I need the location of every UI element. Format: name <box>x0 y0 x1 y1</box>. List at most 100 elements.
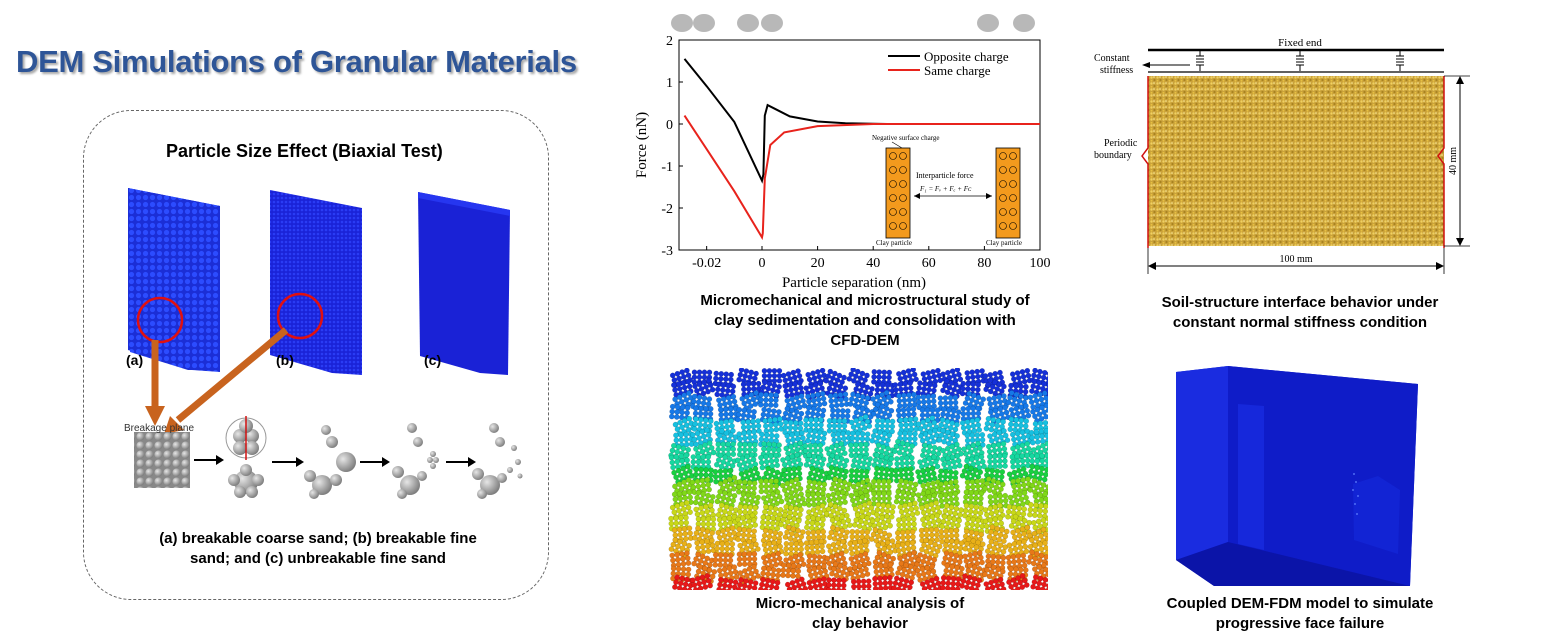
specimen-c <box>418 192 510 375</box>
clay-particle <box>919 442 943 462</box>
clay-particle <box>986 453 1008 470</box>
clay-particle <box>1027 463 1048 483</box>
clay-particle <box>919 575 944 590</box>
clay-particle <box>847 537 870 557</box>
clay-particle <box>987 492 1009 510</box>
clay-particle <box>780 562 802 580</box>
zoom-circle-b <box>276 292 324 340</box>
clay-particle <box>691 416 714 434</box>
clay-particle <box>692 377 716 399</box>
face-failure-caption-line2: progressive face failure <box>1215 615 1385 632</box>
clay-particle <box>893 488 916 507</box>
sand-specimen <box>1148 76 1444 246</box>
clay-particle <box>783 540 805 558</box>
x-tick-label: -0.02 <box>692 256 721 271</box>
breakage-plane-label: Breakage plane <box>124 423 195 434</box>
clay-particle <box>1030 574 1048 590</box>
clay-particle <box>983 377 1007 399</box>
clay-particle <box>712 552 734 569</box>
clay-particle <box>962 390 986 412</box>
clay-particle <box>1009 452 1031 470</box>
face-failure-caption-line1: Coupled DEM-FDM model to simulate <box>1166 595 1434 612</box>
interface-figure: Fixed end Constant stiffness Periodic bo… <box>1094 37 1470 274</box>
clay-particle <box>939 575 962 590</box>
periodic-label-1: Periodic <box>1104 138 1138 149</box>
clay-caption-line1: Micro-mechanical analysis of <box>755 595 965 612</box>
y-tick-label: 0 <box>666 118 673 133</box>
breakage-sequence <box>134 416 523 499</box>
clay-particle <box>715 441 737 458</box>
clay-particle <box>959 573 983 590</box>
clay-particle <box>782 380 805 399</box>
clay-particle <box>1006 573 1030 590</box>
clay-particle <box>962 489 985 507</box>
clay-particle <box>671 463 695 485</box>
clay-particle <box>984 538 1009 560</box>
specimen-a <box>128 188 220 372</box>
clay-particle <box>803 538 826 556</box>
clay-particle <box>784 393 808 414</box>
periodic-label-2: boundary <box>1094 150 1132 161</box>
clay-particle <box>1005 504 1028 522</box>
clay-particle <box>959 417 983 436</box>
clay-plate-right <box>995 147 1021 239</box>
particle-glyphs <box>671 14 1035 32</box>
clay-caption-line2: clay behavior <box>812 615 908 632</box>
clay-figure <box>668 368 1048 590</box>
y-tick-label: -3 <box>661 244 673 259</box>
y-tick-label: -1 <box>661 160 673 175</box>
clay-particle <box>986 393 1009 412</box>
x-tick-label: 100 <box>1030 256 1051 271</box>
clay-particle <box>689 476 712 496</box>
clay-particle <box>668 452 691 471</box>
interface-caption: Soil-structure interface behavior under … <box>1080 293 1520 333</box>
x-axis-label: Particle separation (nm) <box>782 275 926 290</box>
fixed-end-label: Fixed end <box>1278 37 1322 49</box>
force-caption-line1: Micromechanical and microstructural stud… <box>700 292 1030 309</box>
clay-particle <box>1007 416 1030 434</box>
constant-stiffness-label-2: stiffness <box>1100 65 1133 76</box>
height-label: 40 mm <box>1448 147 1459 175</box>
clay-particle <box>1032 560 1048 582</box>
biaxial-caption-line1: (a) breakable coarse sand; (b) breakable… <box>159 530 477 547</box>
clay-particle <box>1008 403 1032 423</box>
clay-particle <box>962 549 985 569</box>
clay-particle <box>736 368 759 387</box>
clay-particle <box>986 524 1010 544</box>
clay-particle <box>915 380 938 399</box>
clay-particle <box>895 560 919 581</box>
clay-particle <box>1028 427 1048 446</box>
clay-particle <box>826 465 849 485</box>
biaxial-figure <box>128 188 523 499</box>
clay-particle <box>982 562 1006 584</box>
clay-particle <box>714 489 738 509</box>
label-b: (b) <box>276 352 294 368</box>
clay-particle <box>851 381 875 402</box>
interface-caption-line1: Soil-structure interface behavior under <box>1161 294 1439 311</box>
clay-particle <box>668 514 690 532</box>
x-tick-label: 40 <box>866 256 880 271</box>
series-line-same-charge <box>683 115 1040 241</box>
clay-particle <box>668 403 691 421</box>
clay-particle <box>892 438 916 459</box>
y-tick-label: 1 <box>666 76 673 91</box>
clay-particle <box>869 428 893 448</box>
clay-particle <box>825 577 847 590</box>
zoom-circle-a <box>136 296 184 344</box>
clay-particle <box>983 576 1007 590</box>
face-failure-caption: Coupled DEM-FDM model to simulate progre… <box>1110 594 1490 634</box>
clay-particle <box>871 490 892 507</box>
clay-particle <box>714 540 736 557</box>
clay-particle <box>803 417 824 433</box>
clay-particle <box>847 561 871 582</box>
clay-particle <box>896 391 918 409</box>
periodic-boundary-left <box>1141 76 1149 248</box>
legend-opposite: Opposite charge <box>924 49 1009 64</box>
clay-plate-left <box>885 147 911 239</box>
clay-particle <box>1006 538 1030 558</box>
clay-particle <box>693 502 717 522</box>
clay-particle <box>759 514 781 532</box>
face-failure-figure <box>1176 366 1418 586</box>
inset-interparticle-force: Interparticle force <box>916 171 974 180</box>
x-tick-label: 80 <box>977 256 991 271</box>
